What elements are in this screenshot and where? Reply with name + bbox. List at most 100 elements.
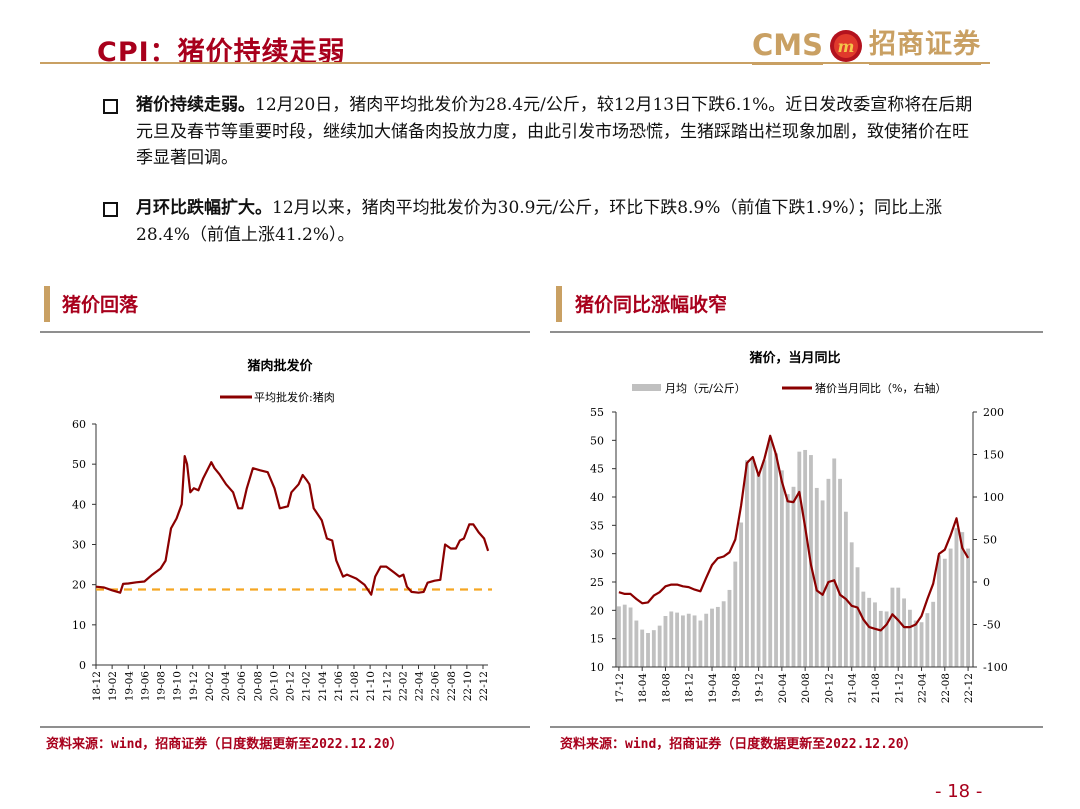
y2-tick-label: -50 [983, 619, 1001, 632]
bar-22-05 [925, 613, 930, 667]
bar-21-09 [878, 610, 883, 667]
bar-18-05 [646, 633, 650, 667]
bar-20-02 [768, 437, 773, 667]
bar-18-07 [657, 625, 662, 667]
x-tick-label: 22-06 [430, 671, 442, 702]
x-tick-label: 19-12 [754, 673, 766, 703]
bar-18-03 [634, 620, 639, 667]
checkbox-square-icon [103, 202, 118, 217]
x-tick-label: 20-06 [236, 671, 248, 702]
bar-20-11 [820, 500, 825, 667]
svg-text:m: m [838, 37, 855, 56]
y2-tick-label: 200 [983, 406, 1004, 419]
bar-19-04 [710, 608, 714, 667]
bar-19-06 [721, 601, 726, 667]
source-note-right: 资料来源：wind，招商证券（日度数据更新至2022.12.20） [560, 737, 917, 752]
section-marker [44, 286, 50, 322]
bar-20-05 [785, 494, 790, 667]
bar-20-06 [791, 486, 796, 667]
section-marker [556, 286, 562, 322]
bar-20-12 [826, 478, 831, 667]
x-tick-label: 18-04 [637, 673, 649, 704]
section-divider [40, 331, 530, 333]
y-tick-label: 30 [590, 548, 604, 561]
bar-22-11 [960, 532, 965, 667]
y-tick-label: 50 [72, 458, 86, 471]
bullet-lead: 猪价持续走弱。 [136, 95, 255, 115]
x-tick-label: 21-06 [333, 671, 345, 702]
bar-19-02 [698, 620, 703, 667]
bar-22-12 [966, 548, 971, 667]
bar-22-04 [919, 622, 924, 667]
x-tick-label: 20-04 [220, 671, 232, 702]
bar-19-01 [692, 615, 697, 667]
y-tick-label: 45 [590, 463, 604, 476]
bar-19-08 [733, 561, 738, 667]
bar-19-03 [704, 613, 709, 667]
bar-18-06 [651, 630, 656, 667]
x-tick-label: 19-02 [107, 671, 119, 701]
series-line-yoy [618, 434, 970, 632]
x-tick-label: 19-04 [123, 671, 135, 702]
x-tick-label: 21-08 [349, 671, 361, 701]
x-tick-label: 18-12 [684, 673, 696, 703]
bar-18-10 [675, 612, 680, 667]
y-tick-label: 10 [72, 619, 86, 632]
bar-22-09 [948, 548, 953, 667]
legend-label-bar: 月均（元/公斤） [665, 382, 746, 395]
y-tick-label: 35 [590, 519, 604, 532]
bar-18-08 [663, 616, 668, 667]
bar-18-02 [628, 607, 633, 667]
y-tick-label: 40 [590, 491, 604, 504]
x-tick-label: 19-10 [172, 671, 184, 701]
x-tick-label: 20-08 [800, 673, 812, 703]
y-tick-label: 40 [72, 498, 86, 511]
source-note-left: 资料来源：wind，招商证券（日度数据更新至2022.12.20） [46, 737, 403, 752]
checkbox-square-icon [103, 99, 118, 114]
bar-22-01 [902, 598, 906, 667]
bar-22-08 [942, 558, 947, 667]
x-tick-label: 22-10 [462, 671, 474, 701]
x-tick-label: 20-12 [823, 673, 835, 703]
y-tick-label: 50 [590, 434, 604, 447]
bar-21-10 [884, 611, 889, 667]
x-tick-label: 22-08 [446, 671, 458, 701]
x-tick-label: 21-12 [381, 671, 393, 701]
x-tick-label: 20-08 [252, 671, 264, 701]
section-heading-left: 猪价回落 [62, 294, 139, 316]
x-tick-label: 22-08 [940, 673, 952, 703]
bar-21-11 [890, 587, 895, 667]
bar-21-06 [861, 591, 866, 667]
bar-21-02 [838, 478, 842, 667]
bar-20-01 [762, 460, 767, 667]
bar-18-11 [681, 615, 685, 667]
x-tick-label: 21-10 [365, 671, 377, 701]
bar-21-05 [855, 567, 860, 667]
title-divider [40, 62, 990, 64]
y-tick-label: 60 [72, 418, 86, 431]
x-tick-label: 19-04 [707, 673, 719, 704]
x-tick-label: 19-06 [139, 671, 151, 702]
bar-19-12 [756, 474, 761, 667]
legend-label-line: 猪价当月同比（%，右轴） [815, 381, 946, 395]
x-tick-label: 17-12 [614, 673, 626, 703]
bar-22-07 [937, 555, 941, 667]
x-tick-label: 19-08 [156, 671, 168, 701]
source-divider [40, 726, 530, 728]
bar-20-08 [803, 449, 808, 667]
y2-tick-label: 50 [983, 534, 997, 547]
bar-18-09 [669, 611, 674, 667]
x-tick-label: 22-12 [963, 673, 975, 703]
x-tick-label: 19-12 [188, 671, 200, 701]
y-tick-label: 20 [590, 604, 604, 617]
x-tick-label: 21-02 [301, 671, 313, 701]
chart-title: 猪价，当月同比 [748, 350, 840, 366]
x-tick-label: 21-12 [893, 673, 905, 703]
x-tick-label: 20-02 [204, 671, 216, 701]
bullet-2: 月环比跌幅扩大。12月以来，猪肉平均批发价为30.9元/公斤，环比下跌8.9%（… [103, 195, 983, 248]
bullet-1: 猪价持续走弱。12月20日，猪肉平均批发价为28.4元/公斤，较12月13日下跌… [103, 92, 983, 172]
y-tick-label: 25 [590, 576, 604, 589]
bar-19-07 [727, 589, 732, 667]
y-tick-label: 15 [590, 633, 604, 646]
y-tick-label: 30 [72, 539, 86, 552]
